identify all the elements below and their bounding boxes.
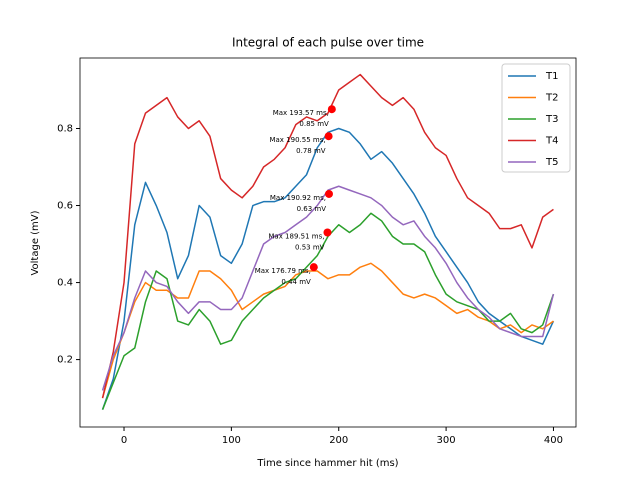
annotation: 0.53 mV — [295, 243, 325, 251]
legend-label: T3 — [545, 114, 558, 125]
chart-title: Integral of each pulse over time — [232, 36, 424, 50]
legend-label: T4 — [545, 136, 558, 147]
max-marker — [324, 189, 333, 198]
x-tick-label: 200 — [329, 435, 348, 446]
y-tick-label: 0.8 — [57, 123, 73, 134]
annotation: Max 189.51 ms, — [268, 232, 324, 240]
annotation: Max 176.79 ms, — [255, 267, 311, 275]
annotation: 0.85 mV — [299, 120, 329, 128]
max-marker — [327, 105, 336, 114]
max-marker — [323, 228, 332, 237]
legend-label: T1 — [545, 71, 558, 82]
legend-box — [501, 63, 571, 173]
series-line — [101, 73, 554, 399]
max-marker — [309, 263, 318, 272]
annotation: 0.78 mV — [296, 147, 326, 155]
x-tick-label: 100 — [222, 435, 241, 446]
annotation: 0.63 mV — [297, 205, 327, 213]
annotation: 0.44 mV — [281, 278, 311, 286]
x-tick-label: 0 — [121, 435, 127, 446]
annotation: Max 193.57 ms, — [273, 109, 329, 117]
annotation: Max 190.55 ms, — [269, 136, 325, 144]
x-tick-label: 300 — [437, 435, 456, 446]
series-line — [101, 262, 554, 399]
y-axis-label: Voltage (mV) — [30, 210, 41, 275]
x-tick-label: 400 — [544, 435, 563, 446]
annotation: Max 190.92 ms, — [270, 194, 326, 202]
max-marker — [324, 132, 333, 141]
y-tick-label: 0.6 — [57, 201, 73, 212]
axes-frame — [79, 57, 577, 428]
y-tick-label: 0.2 — [57, 355, 73, 366]
legend-label: T5 — [545, 157, 558, 168]
x-axis-label: Time since hammer hit (ms) — [256, 458, 398, 469]
legend-label: T2 — [545, 93, 558, 104]
y-tick-label: 0.4 — [57, 278, 73, 289]
